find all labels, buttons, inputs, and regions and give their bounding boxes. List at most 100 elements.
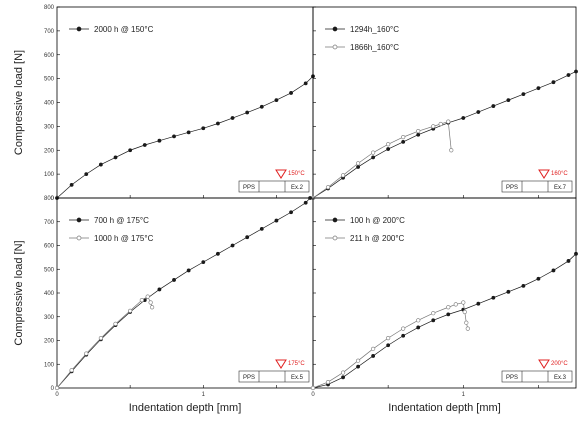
panel-frame bbox=[56, 6, 314, 199]
legend-label: 700 h @ 175°C bbox=[94, 216, 149, 225]
stamp-material: PPS bbox=[243, 185, 255, 191]
data-point bbox=[551, 80, 556, 85]
data-point bbox=[416, 129, 421, 134]
data-point bbox=[521, 283, 526, 288]
data-point bbox=[303, 200, 308, 205]
data-point bbox=[289, 91, 293, 95]
data-point bbox=[446, 119, 451, 124]
temperature-triangle-icon bbox=[538, 359, 550, 369]
panel-top-left: 0 100 200 300 400 500 600 700 800 Compressive loa… bbox=[13, 5, 315, 202]
data-point bbox=[521, 92, 526, 97]
legend-marker bbox=[76, 26, 82, 32]
data-point bbox=[230, 243, 235, 248]
data-point bbox=[416, 132, 421, 137]
y-tick-label: 500 bbox=[44, 77, 55, 83]
series-line bbox=[312, 302, 469, 389]
data-point bbox=[566, 259, 571, 263]
legend-label: 100 h @ 200°C bbox=[350, 216, 405, 225]
series-open bbox=[310, 119, 454, 201]
data-point bbox=[355, 358, 361, 363]
data-point bbox=[113, 155, 118, 160]
y-axis-label: Compressive load [N] bbox=[13, 240, 25, 345]
data-point bbox=[401, 326, 406, 331]
y-tick-label: 600 bbox=[44, 53, 55, 59]
data-point bbox=[465, 326, 470, 331]
data-point bbox=[84, 351, 89, 356]
data-point bbox=[506, 289, 511, 294]
y-tick-label: 700 bbox=[44, 29, 55, 35]
legend-marker bbox=[332, 44, 338, 50]
legend-label: 1000 h @ 175°C bbox=[94, 234, 154, 243]
data-point bbox=[201, 126, 206, 131]
data-point bbox=[491, 104, 496, 108]
data-point bbox=[245, 110, 250, 115]
data-point bbox=[416, 318, 421, 323]
data-point bbox=[453, 302, 458, 307]
data-point bbox=[574, 251, 578, 256]
data-point bbox=[259, 104, 264, 109]
data-point bbox=[98, 162, 103, 167]
y-tick-label: 100 bbox=[44, 172, 55, 178]
data-point bbox=[201, 260, 206, 265]
stamp-box bbox=[501, 180, 573, 193]
legend-marker bbox=[332, 26, 338, 32]
data-point bbox=[98, 336, 103, 341]
y-tick-label: 100 bbox=[44, 362, 55, 368]
x-tick-label: 1 bbox=[202, 392, 206, 398]
temperature-triangle-icon bbox=[538, 169, 550, 179]
x-axis-label: Indentation depth [mm] bbox=[129, 402, 242, 414]
data-point bbox=[566, 73, 571, 77]
data-point bbox=[310, 385, 316, 391]
data-point bbox=[186, 130, 191, 135]
data-point bbox=[464, 320, 469, 325]
y-tick-label: 200 bbox=[44, 339, 55, 345]
stamp-temperature: 150°C bbox=[288, 171, 305, 177]
data-point bbox=[139, 298, 144, 303]
data-point bbox=[431, 318, 436, 323]
data-point bbox=[216, 251, 220, 256]
data-point bbox=[69, 368, 74, 373]
data-point bbox=[386, 142, 391, 147]
y-axis-label: Compressive load [N] bbox=[13, 50, 25, 155]
data-point bbox=[149, 305, 155, 310]
y-tick-label: 800 bbox=[44, 5, 55, 11]
data-point bbox=[536, 86, 541, 91]
legend-marker bbox=[332, 217, 338, 223]
stamp-label: Ex.3 bbox=[554, 375, 567, 381]
stamp-temperature: 200°C bbox=[551, 361, 568, 367]
data-point bbox=[371, 155, 376, 160]
data-point bbox=[325, 185, 331, 190]
data-point bbox=[491, 295, 496, 300]
legend-marker bbox=[76, 217, 82, 223]
y-tick-label: 0 bbox=[51, 386, 55, 392]
stamp-box bbox=[238, 180, 310, 193]
data-point bbox=[438, 121, 443, 127]
stamp-temperature: 175°C bbox=[288, 361, 305, 367]
data-point bbox=[172, 278, 176, 282]
stamp-label: Ex.2 bbox=[291, 185, 304, 191]
data-point bbox=[461, 116, 466, 120]
data-point bbox=[54, 385, 60, 391]
series-line bbox=[312, 121, 452, 199]
y-tick-label: 500 bbox=[44, 267, 55, 273]
data-point bbox=[462, 309, 467, 315]
data-point bbox=[446, 305, 451, 310]
data-point bbox=[449, 148, 454, 153]
data-point bbox=[506, 98, 511, 103]
y-tick-label: 800 bbox=[44, 196, 55, 202]
legend-marker bbox=[76, 235, 82, 241]
data-point bbox=[157, 138, 162, 143]
data-point bbox=[245, 235, 250, 240]
data-point bbox=[574, 69, 578, 74]
y-tick-label: 0 bbox=[51, 196, 55, 202]
data-point bbox=[431, 124, 436, 129]
data-point bbox=[416, 325, 421, 330]
data-point bbox=[340, 173, 346, 178]
stamp-material: PPS bbox=[506, 375, 518, 381]
series-line bbox=[312, 71, 577, 199]
y-tick-label: 300 bbox=[44, 315, 55, 321]
data-point bbox=[308, 196, 312, 200]
data-point bbox=[128, 148, 133, 153]
data-point bbox=[536, 276, 541, 281]
